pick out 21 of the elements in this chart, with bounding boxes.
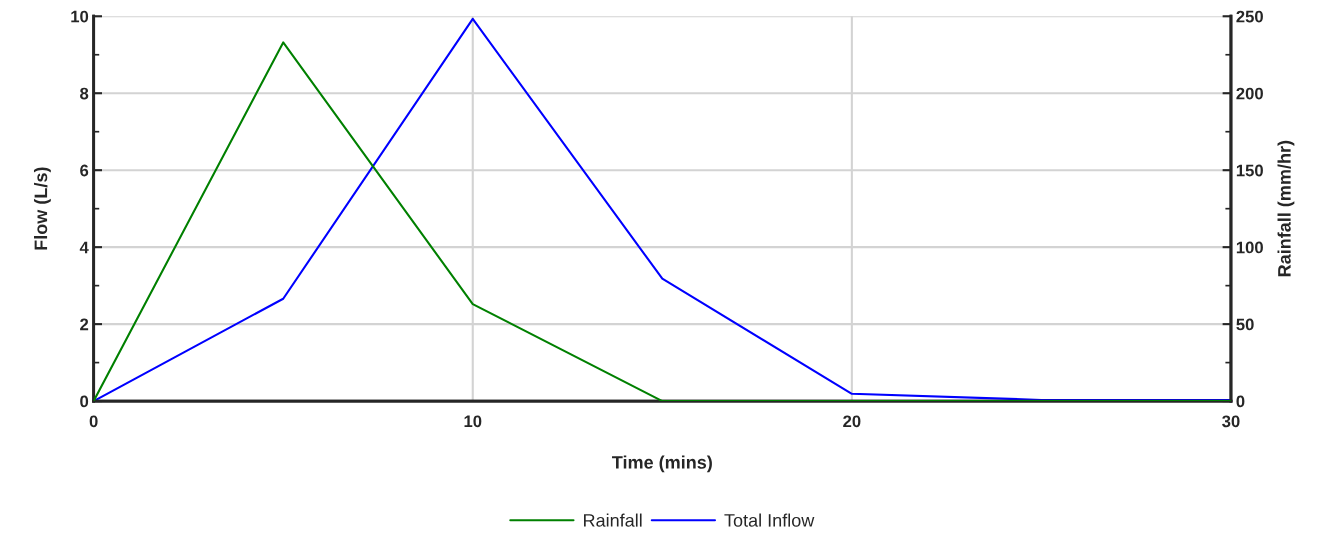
- y-tick-label: 8: [80, 87, 89, 100]
- y2-tick-label: 200: [1236, 87, 1263, 100]
- y2-tick-label: 150: [1236, 164, 1263, 177]
- x-axis-title: Time (mins): [612, 455, 712, 473]
- y2-tick-label: 250: [1236, 10, 1263, 23]
- x-tick-label: 30: [1222, 415, 1240, 428]
- y2-tick-label: 50: [1236, 318, 1254, 331]
- x-tick-label: 20: [843, 415, 861, 428]
- y2-tick-label: 0: [1236, 395, 1245, 408]
- y-tick-label: 0: [80, 395, 89, 408]
- y-axis-title: Flow (L/s): [33, 167, 51, 250]
- legend-label: Total Inflow: [724, 513, 815, 527]
- y-tick-label: 2: [80, 318, 89, 331]
- y2-tick-label: 100: [1236, 241, 1263, 254]
- legend-label: Rainfall: [584, 513, 642, 527]
- y-tick-label: 6: [80, 164, 89, 177]
- x-tick-label: 10: [464, 415, 482, 428]
- x-tick-label: 0: [89, 415, 98, 428]
- y2-axis-title: Rainfall (mm/hr): [1277, 140, 1295, 277]
- y-tick-label: 4: [79, 241, 89, 254]
- y-tick-label: 10: [71, 10, 89, 23]
